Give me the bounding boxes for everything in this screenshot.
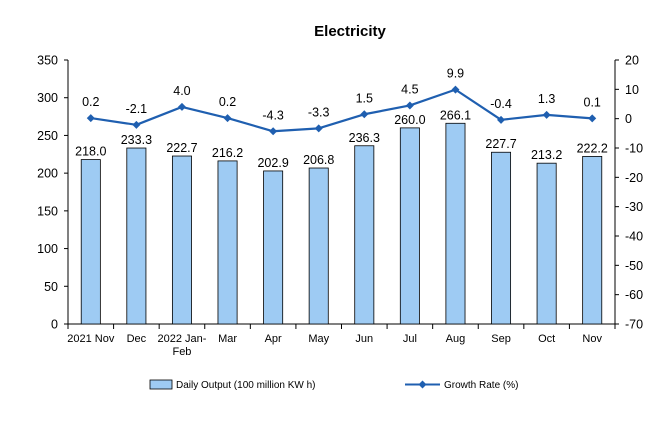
growth-rate-data-label: 1.3	[538, 92, 555, 106]
bar-daily-output	[126, 147, 147, 325]
growth-rate-marker	[588, 114, 597, 123]
x-category-label: May	[308, 333, 329, 345]
right-tick-label: -50	[625, 259, 643, 273]
growth-rate-data-label: 0.1	[584, 95, 601, 109]
bar-data-label: 227.7	[485, 137, 516, 151]
right-tick-label: -70	[625, 318, 643, 332]
growth-rate-marker	[542, 110, 551, 119]
x-category-label: Sep	[491, 333, 511, 345]
bar-daily-output	[308, 167, 329, 325]
bar-data-label: 236.3	[349, 131, 380, 145]
right-tick-label: 10	[625, 83, 639, 97]
legend-marker-growth-rate	[418, 380, 427, 389]
growth-rate-marker	[405, 101, 414, 110]
legend: Daily Output (100 million KW h) Growth R…	[149, 379, 518, 391]
left-tick-label: 50	[44, 280, 58, 294]
growth-rate-marker	[314, 124, 323, 133]
growth-rate-data-label: 1.5	[356, 91, 373, 105]
growth-rate-data-label: 0.2	[82, 95, 99, 109]
legend-swatch-daily-output	[149, 379, 173, 390]
left-tick-label: 100	[37, 242, 58, 256]
bar-data-label: 213.2	[531, 148, 562, 162]
growth-rate-marker	[360, 110, 369, 119]
bar-data-label: 202.9	[257, 156, 288, 170]
bar-daily-output	[263, 170, 284, 325]
growth-rate-data-label: 0.2	[219, 95, 236, 109]
bar-daily-output	[536, 162, 557, 325]
growth-rate-data-label: 4.5	[401, 82, 418, 96]
right-tick-label: -30	[625, 200, 643, 214]
bar-daily-output	[491, 151, 512, 325]
x-category-label: 2021 Nov	[67, 333, 115, 345]
x-category-label: Feb	[172, 346, 191, 358]
bar-daily-output	[171, 155, 192, 325]
bar-daily-output	[217, 160, 238, 325]
growth-rate-data-label: -2.1	[126, 102, 148, 116]
right-tick-label: -10	[625, 142, 643, 156]
bar-data-label: 222.2	[577, 141, 608, 155]
chart-title: Electricity	[314, 23, 386, 40]
bar-data-label: 216.2	[212, 146, 243, 160]
right-tick-label: -60	[625, 288, 643, 302]
left-tick-label: 300	[37, 91, 58, 105]
x-category-label: Oct	[538, 333, 555, 345]
growth-rate-marker	[223, 114, 232, 123]
growth-rate-marker	[269, 127, 278, 136]
bar-data-label: 206.8	[303, 153, 334, 167]
x-category-label: 2022 Jan-	[157, 333, 206, 345]
x-category-label: Nov	[582, 333, 602, 345]
bar-daily-output	[445, 122, 466, 325]
bar-data-label: 233.3	[121, 133, 152, 147]
bar-daily-output	[399, 127, 420, 325]
growth-rate-line	[90, 88, 593, 133]
bar-daily-output	[354, 145, 375, 325]
left-tick-label: 250	[37, 129, 58, 143]
right-tick-label: 0	[625, 112, 632, 126]
right-tick-label: -40	[625, 230, 643, 244]
growth-rate-marker	[177, 102, 186, 111]
bar-data-label: 218.0	[75, 145, 106, 159]
x-category-label: Aug	[446, 333, 466, 345]
x-category-label: Mar	[218, 333, 237, 345]
left-tick-label: 0	[51, 318, 58, 332]
x-category-label: Jul	[403, 333, 417, 345]
growth-rate-data-label: -4.3	[262, 108, 284, 122]
growth-rate-marker	[451, 85, 460, 94]
left-tick-label: 200	[37, 167, 58, 181]
bar-data-label: 222.7	[166, 141, 197, 155]
growth-rate-data-label: -3.3	[308, 105, 330, 119]
bar-daily-output	[582, 155, 603, 325]
growth-rate-data-label: 4.0	[173, 84, 190, 98]
right-tick-label: -20	[625, 171, 643, 185]
bar-data-label: 260.0	[394, 113, 425, 127]
x-category-label: Jun	[355, 333, 373, 345]
growth-rate-marker	[132, 120, 141, 129]
x-category-label: Dec	[127, 333, 147, 345]
bar-daily-output	[80, 159, 101, 325]
growth-rate-marker	[86, 114, 95, 123]
x-category-label: Apr	[265, 333, 282, 345]
legend-label-daily-output: Daily Output (100 million KW h)	[176, 380, 316, 391]
right-tick-label: 20	[625, 54, 639, 68]
legend-label-growth-rate: Growth Rate (%)	[444, 380, 518, 391]
growth-rate-marker	[497, 115, 506, 124]
bar-data-label: 266.1	[440, 108, 471, 122]
growth-rate-data-label: -0.4	[490, 97, 512, 111]
growth-rate-data-label: 9.9	[447, 67, 464, 81]
left-tick-label: 350	[37, 54, 58, 68]
left-tick-label: 150	[37, 204, 58, 218]
plot-area: 050100150200250300350-70-60-50-40-30-20-…	[37, 54, 643, 359]
